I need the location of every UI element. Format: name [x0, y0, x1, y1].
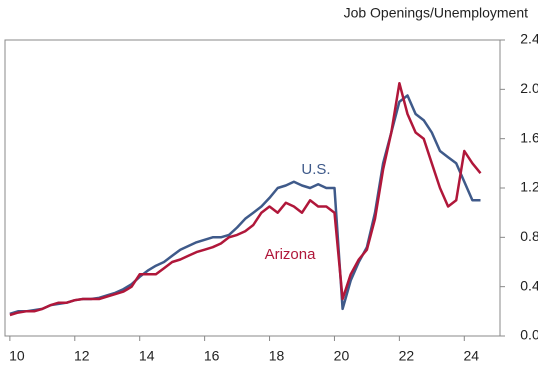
x-tick-label: 10	[9, 348, 25, 364]
series-line	[9, 81, 482, 317]
x-tick-label: 24	[464, 348, 480, 364]
x-tick-label: 22	[399, 348, 415, 364]
y-tick-label: 0.8	[520, 228, 538, 244]
x-tick-label: 18	[269, 348, 285, 364]
plot-frame	[4, 39, 501, 337]
y-tick-label: 0.4	[520, 277, 538, 293]
series-line	[9, 94, 481, 315]
y-tick-label: 1.6	[520, 129, 538, 145]
y-tick-label: 0.0	[520, 327, 538, 343]
series-label: Arizona	[265, 246, 317, 263]
x-tick-label: 12	[74, 348, 90, 364]
chart-title: Job Openings/Unemployment	[344, 5, 529, 21]
x-tick-label: 16	[204, 348, 220, 364]
y-tick-label: 2.0	[520, 80, 538, 96]
x-tick-label: 14	[139, 348, 155, 364]
y-tick-label: 1.2	[520, 179, 538, 195]
series-label: U.S.	[301, 161, 330, 178]
x-tick-label: 20	[334, 348, 350, 364]
y-tick-label: 2.4	[520, 31, 538, 47]
